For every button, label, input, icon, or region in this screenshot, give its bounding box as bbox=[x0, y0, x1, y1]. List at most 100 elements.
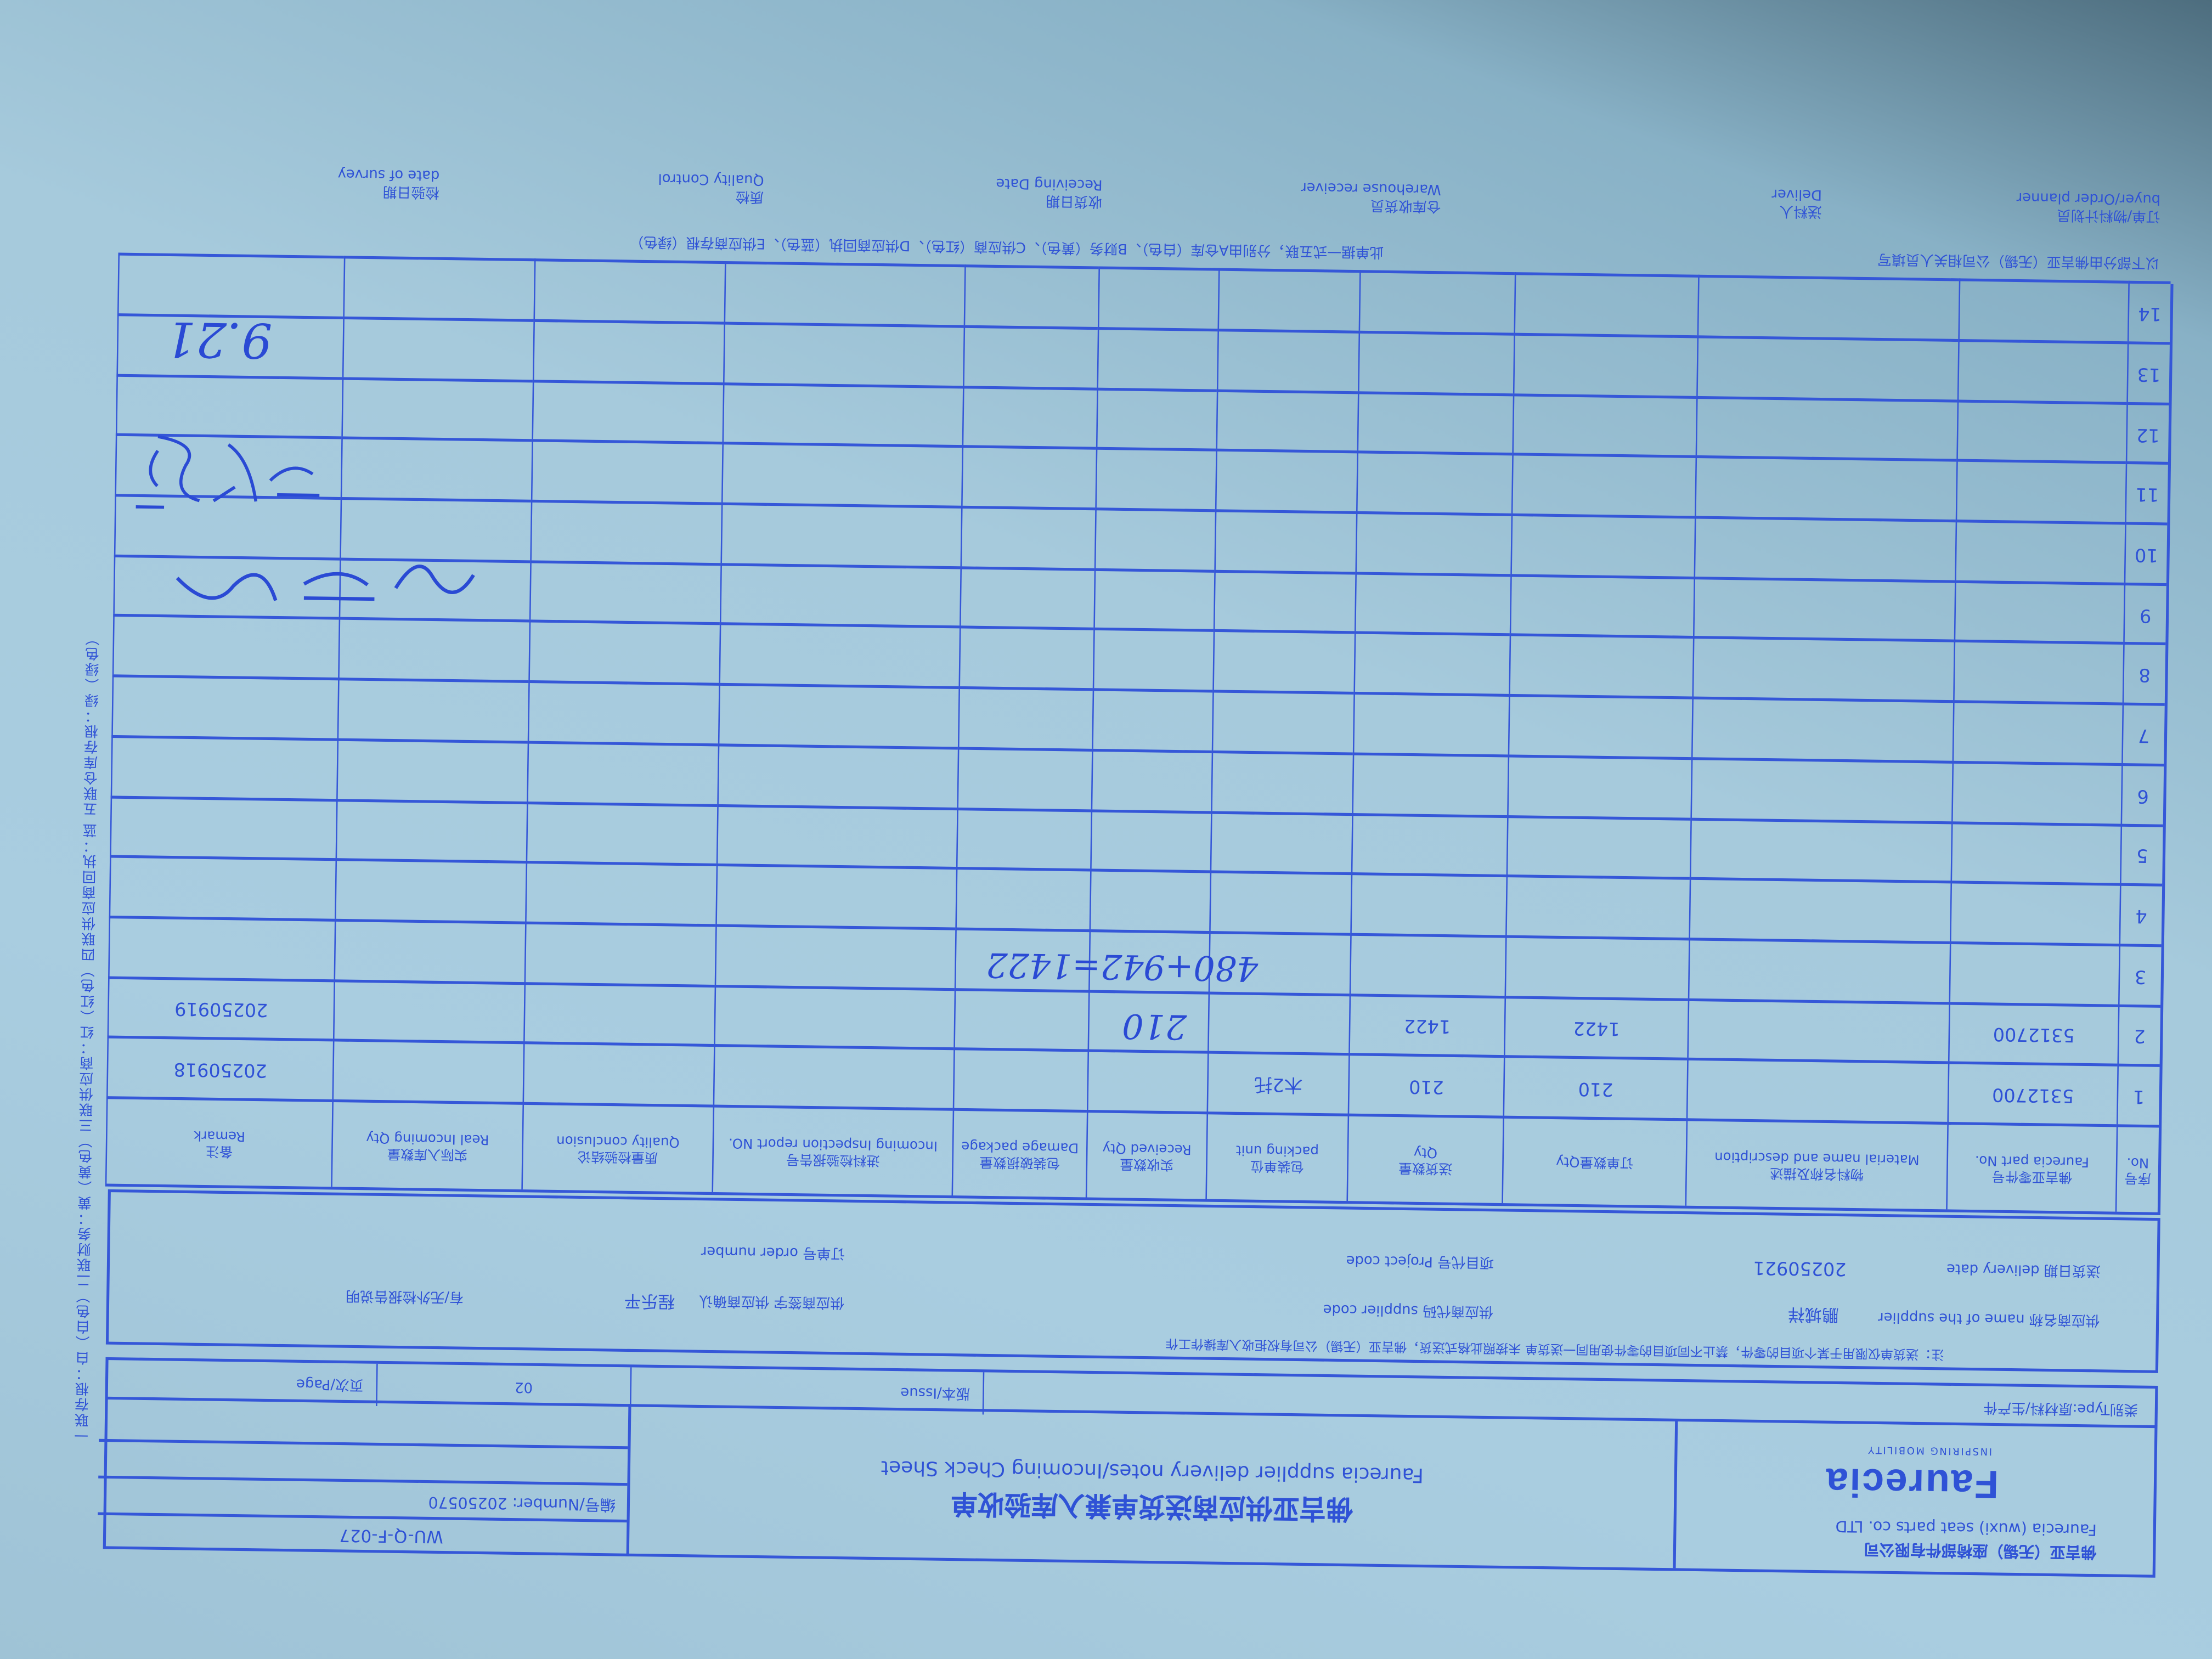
table-cell: 5312700 bbox=[1948, 1001, 2119, 1064]
table-cell bbox=[1352, 752, 1508, 815]
header-cn: 物料名称及描述 bbox=[1769, 1164, 1864, 1182]
table-cell bbox=[1358, 270, 1515, 333]
order-number-label: 订单号 order number bbox=[701, 1243, 845, 1261]
table-cell bbox=[1216, 389, 1358, 452]
table-cell bbox=[117, 253, 344, 317]
row-number: 6 bbox=[2120, 763, 2164, 824]
table-cell bbox=[1955, 520, 2125, 583]
table-cell bbox=[532, 379, 724, 443]
table-cell bbox=[958, 626, 1094, 689]
delivery-date-value: 20250921 bbox=[1753, 1256, 1847, 1279]
table-cell bbox=[724, 261, 965, 325]
column-header: 物料名称及描述 Material name and description bbox=[1685, 1118, 1948, 1210]
signer-cn: 订单/物料计划员 bbox=[2056, 206, 2160, 224]
side-copy-note: 一联存根：白（白色）二联财务：黄（黄色）三联供应商：红（红色）四联供应商回执：蓝… bbox=[76, 630, 103, 1443]
header-cn: 序号 bbox=[2124, 1169, 2152, 1186]
table-cell bbox=[719, 562, 961, 627]
signer-cn: 检验日期 bbox=[382, 183, 440, 200]
row-number: 14 bbox=[2127, 281, 2171, 342]
table-cell bbox=[1094, 507, 1215, 570]
table-cell bbox=[1355, 511, 1511, 574]
header-en: Received Qty bbox=[1102, 1139, 1192, 1156]
table-cell bbox=[110, 735, 337, 799]
handwritten-signature-1 bbox=[176, 565, 475, 601]
signer-label: 收货日期 Receiving Date bbox=[996, 173, 1103, 208]
row-number: 9 bbox=[2123, 582, 2166, 644]
table-cell bbox=[1956, 399, 2127, 462]
signer-en: Deliver bbox=[1771, 185, 1822, 202]
table-cell bbox=[1353, 631, 1510, 695]
table-cell bbox=[528, 620, 720, 684]
table-cell bbox=[1090, 809, 1211, 871]
table-cell: 210 bbox=[1503, 1055, 1688, 1119]
row-number: 5 bbox=[2120, 823, 2163, 884]
table-cell: 20250918 bbox=[106, 1036, 333, 1099]
row-number: 11 bbox=[2125, 461, 2168, 523]
table-cell bbox=[1508, 694, 1692, 757]
table-cell bbox=[526, 800, 718, 864]
table-cell bbox=[1949, 941, 2119, 1004]
table-cell bbox=[1951, 760, 2122, 823]
table-cell bbox=[1509, 634, 1693, 697]
table-cell bbox=[523, 981, 715, 1045]
company-cell: 佛吉亚（无锡）座椅部件有限公司 Faurecia (wuxi) seat par… bbox=[1673, 1421, 2155, 1575]
table-cell bbox=[1512, 393, 1697, 456]
table-cell bbox=[713, 1044, 954, 1108]
table-cell: 5312700 bbox=[1947, 1062, 2118, 1125]
table-cell bbox=[1352, 692, 1509, 755]
table-cell bbox=[1209, 871, 1351, 933]
row-number: 1 bbox=[2116, 1064, 2160, 1125]
table-cell bbox=[1357, 391, 1513, 454]
signer-label: 检验日期 date of survey bbox=[337, 164, 440, 200]
table-cell bbox=[719, 623, 960, 687]
column-header: 质量检验结论 Quality conclusion bbox=[521, 1102, 713, 1192]
table-cell bbox=[343, 256, 534, 319]
table-cell bbox=[962, 385, 1097, 448]
table-cell bbox=[337, 678, 529, 741]
row-number: 3 bbox=[2118, 943, 2162, 1005]
table-cell: 1422 bbox=[1504, 995, 1688, 1058]
table-cell bbox=[1510, 514, 1695, 577]
page-label: 页次/Page bbox=[296, 1375, 364, 1392]
signer-label: 质检 Quality Control bbox=[658, 168, 764, 204]
company-name-cn: 佛吉亚（无锡）座椅部件有限公司 bbox=[1863, 1539, 2097, 1561]
table-cell bbox=[1211, 690, 1354, 753]
table-cell bbox=[1354, 571, 1511, 634]
table-cell bbox=[1211, 750, 1353, 812]
table-cell bbox=[527, 680, 719, 743]
header-cn: 备注 bbox=[206, 1142, 233, 1159]
table-cell bbox=[1097, 267, 1219, 329]
table-cell bbox=[1505, 874, 1690, 938]
table-cell bbox=[960, 566, 1094, 628]
table-cell bbox=[1686, 1058, 1948, 1122]
table-cell bbox=[1690, 757, 1953, 821]
signer-label: 仓库收货员 Warehouse receiver bbox=[1301, 177, 1441, 213]
warehouse-note: 以下部分由佛吉亚（无锡）公司相关人员填写 bbox=[1877, 250, 2160, 270]
table-cell bbox=[338, 617, 529, 681]
table-cell bbox=[531, 439, 723, 503]
table-cell bbox=[342, 316, 534, 380]
table-cell bbox=[1092, 688, 1213, 751]
table-cell bbox=[340, 437, 532, 500]
table-cell bbox=[525, 861, 716, 924]
table-cell bbox=[721, 442, 962, 506]
table-cell: 1422 bbox=[1348, 993, 1505, 1056]
table-cell bbox=[1957, 339, 2128, 402]
table-cell bbox=[955, 867, 1091, 929]
table-cell bbox=[530, 500, 721, 563]
signer-en: buyer/Order planner bbox=[2016, 189, 2161, 207]
column-header: 佛吉亚零件号 Faurecia part No. bbox=[1946, 1121, 2117, 1212]
header-en: Material name and description bbox=[1714, 1148, 1920, 1167]
logo-tagline: INSPIRING MOBILITY bbox=[1866, 1443, 1993, 1457]
title-en: Faurecia supplier delivery notes/Incomin… bbox=[881, 1455, 1424, 1486]
column-header: 订单数量Qty bbox=[1502, 1115, 1686, 1206]
header-cn: 包装破损数量 bbox=[979, 1153, 1060, 1170]
column-header: 送货数量 Qty bbox=[1346, 1113, 1503, 1204]
table-cell bbox=[111, 674, 338, 738]
table-cell bbox=[1087, 1049, 1208, 1112]
table-cell bbox=[1958, 279, 2129, 342]
signer-cn: 仓库收货员 bbox=[1370, 196, 1441, 213]
table-cell: 20250919 bbox=[107, 975, 334, 1040]
doc-info-cell: WU-Q-F-027 编号/Number: 20250570 bbox=[97, 1396, 631, 1556]
table-cell bbox=[110, 795, 337, 859]
